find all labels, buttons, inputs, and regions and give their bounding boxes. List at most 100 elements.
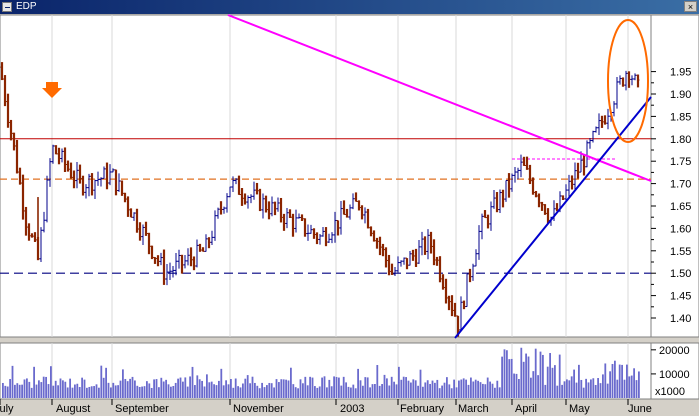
volume-bar [294,387,297,398]
volume-bar [126,381,129,398]
time-tick-label: September [115,403,169,415]
window-icon [2,2,12,12]
volume-bar [323,376,326,398]
volume-bar [172,386,175,398]
volume-bar [508,359,511,398]
volume-bar [270,383,273,398]
volume-bar [438,388,441,398]
volume-bar [112,382,115,398]
volume-bar [278,382,280,398]
volume-bar [182,381,184,398]
volume-bar [98,387,100,398]
volume-bar [450,388,453,398]
volume-bar [501,356,503,398]
volume-bar [194,385,196,398]
volume-bar [318,386,321,398]
volume-bar [496,380,499,398]
volume-bar [290,367,292,398]
volume-bar [292,384,295,398]
title-bar[interactable]: EDP × [0,0,699,14]
price-tick-label: 1.75 [670,156,691,168]
volume-bar [102,377,105,398]
volume-bar [563,381,566,398]
volume-bar [467,384,470,398]
volume-bar [242,383,244,398]
volume-bar [160,377,163,398]
volume-bar [544,384,547,398]
volume-bar [354,388,357,398]
volume-bar [335,376,338,398]
volume-bar [364,377,367,398]
volume-bar [414,380,417,398]
volume-bar [95,384,98,398]
volume-bar [482,383,484,398]
volume-bar [90,386,93,398]
volume-bar [206,374,208,398]
volume-bar [381,384,383,398]
volume-bar [54,380,57,398]
volume-bar [174,382,177,398]
volume-bar [371,384,374,398]
time-tick-label: July [0,403,14,415]
price-tick-label: 1.90 [670,89,691,101]
volume-bar [503,349,506,398]
volume-bar [573,369,575,398]
volume-tick-label: 20000 [659,345,690,357]
volume-bar [2,382,4,398]
volume-bar [50,366,52,398]
volume-bar [405,377,407,398]
volume-bar [626,364,628,398]
volume-bar [566,379,568,398]
volume-bar [162,381,165,398]
volume-bar [170,386,172,398]
volume-bar [618,364,621,398]
volume-bar [352,384,355,398]
price-tick-label: 1.60 [670,223,691,235]
volume-bar [69,378,71,398]
volume-bar [254,382,256,398]
volume-bar [424,382,427,398]
volume-bar [374,384,376,398]
volume-bar [434,382,436,398]
volume-bar [479,382,482,398]
volume-bar [539,351,542,398]
volume-tick-label: 10000 [659,369,690,381]
volume-bar [549,353,551,398]
volume-bar [184,377,187,398]
volume-bar [393,381,395,398]
volume-bar [234,378,237,398]
volume-bar [45,376,47,398]
volume-bar [268,382,271,398]
volume-bar [239,387,242,398]
volume-bar [398,366,400,398]
volume-bar [227,384,230,398]
volume-bar [18,384,21,398]
volume-bar [378,385,381,398]
volume-bar [376,365,379,398]
volume-bar [9,379,11,398]
volume-bar [4,385,7,398]
volume-bar [594,384,597,398]
volume-bar [383,374,386,398]
volume-bar [210,381,213,398]
volume-bar [460,379,463,398]
volume-bar [458,380,460,398]
volume-bar [453,379,455,398]
volume-bar [513,373,515,398]
volume-bar [609,371,611,398]
volume-bar [366,377,369,398]
price-tick-label: 1.45 [670,291,691,303]
volume-bar [510,358,513,398]
volume-bar [578,364,580,398]
volume-bar [316,387,319,398]
close-button[interactable]: × [684,1,697,12]
volume-bar [179,377,182,398]
volume-bar [47,384,50,398]
volume-bar [515,373,518,398]
volume-bar [167,384,170,398]
price-tick-label: 1.70 [670,179,691,191]
volume-bar [62,380,64,398]
volume-bar [76,383,79,398]
down-arrow-icon [42,82,62,98]
